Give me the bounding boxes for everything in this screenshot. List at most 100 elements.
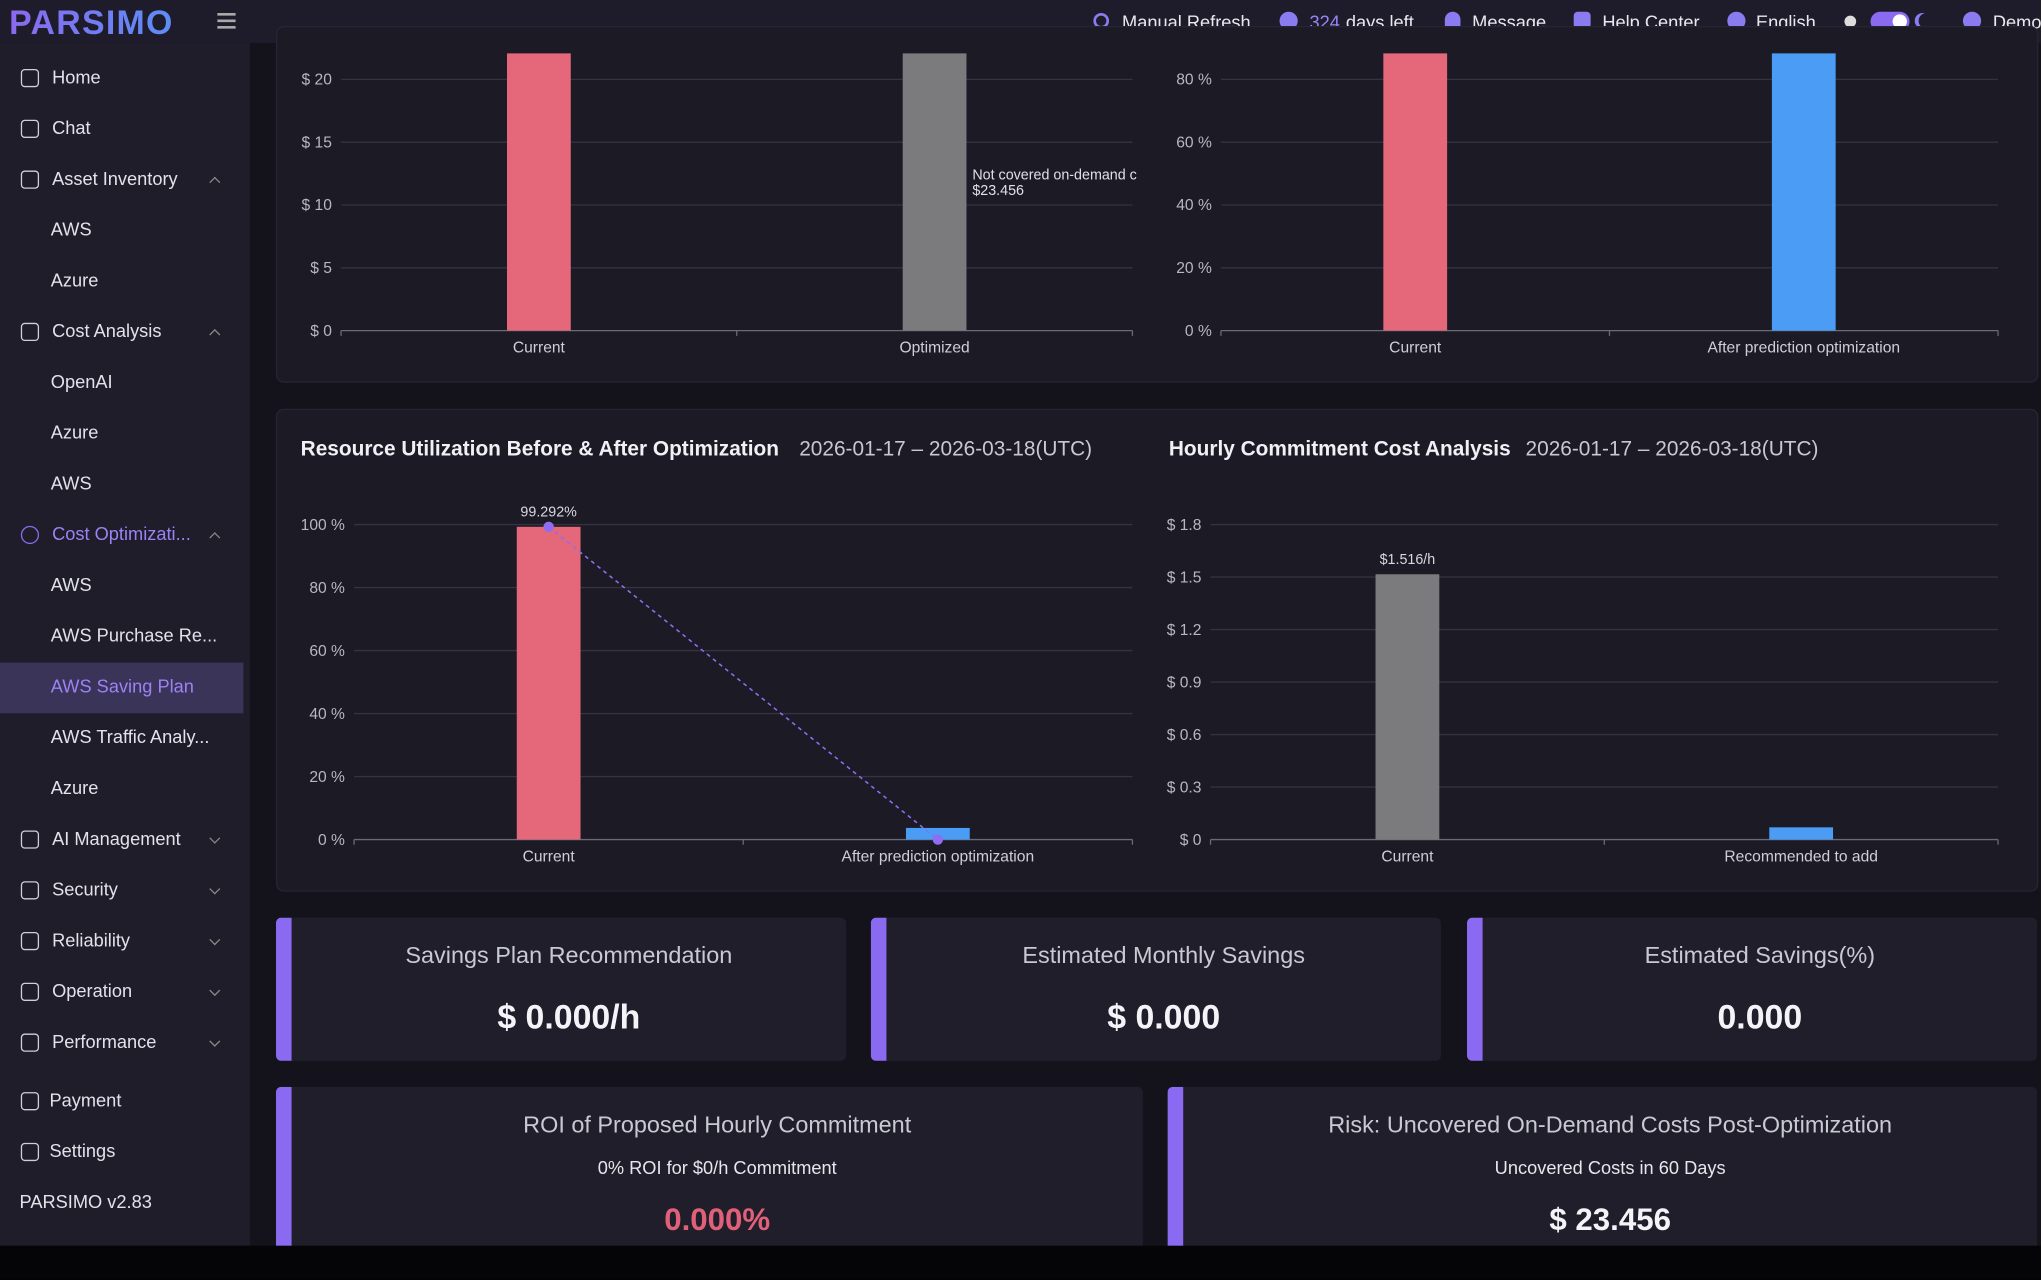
y-tick-label: $ 10: [302, 197, 333, 214]
y-tick-label: 20 %: [309, 769, 345, 786]
y-tick-label: $ 1.8: [1167, 517, 1202, 534]
menu-item[interactable]: Settings: [49, 1140, 116, 1162]
card-accent: [870, 917, 887, 1061]
bar: [516, 526, 581, 840]
chart-subtitle: 2026-01-17 – 2026-03-18(UTC): [1525, 438, 1819, 461]
x-tick-label: Current: [513, 340, 566, 357]
y-tick-label: 20 %: [1176, 260, 1212, 277]
menu-icon: [20, 830, 40, 849]
annotation: Not covered on-demand c: [972, 168, 1137, 184]
menu-icon: [20, 1142, 40, 1162]
card-accent: [275, 917, 292, 1061]
menu-toggle[interactable]: [217, 13, 236, 29]
bar: [1771, 53, 1836, 331]
sidebar: Home Chat Asset Inventory AWS Azure Cost Anal…: [0, 42, 250, 1246]
bar: [905, 827, 970, 840]
bar: [902, 53, 967, 331]
x-tick-label: After prediction optimization: [1707, 340, 1900, 357]
card-value: 0.000: [1717, 997, 1803, 1037]
x-tick-label: Optimized: [899, 340, 969, 357]
menu-item[interactable]: Reliability: [52, 929, 131, 951]
card-value: $ 0.000/h: [497, 997, 641, 1037]
menu-item[interactable]: OpenAI: [50, 370, 113, 392]
menu-item[interactable]: Azure: [50, 777, 99, 798]
trend-point: [932, 834, 944, 845]
data-label: 99.292%: [520, 504, 577, 520]
card-value: $ 0.000: [1107, 997, 1221, 1037]
card-title: Savings Plan Recommendation: [405, 942, 733, 969]
menu-item[interactable]: AWS Purchase Re...: [50, 624, 218, 646]
menu-item[interactable]: Cost Optimizati...: [52, 523, 191, 545]
stat-card: Risk: Uncovered On-Demand Costs Post-Opt…: [1167, 1086, 2038, 1270]
chevron: [209, 832, 221, 844]
chart: $ 0 $ 5 $ 10 $ 15 $ 20 Current Optimized Not co…: [302, 53, 1137, 357]
menu-item[interactable]: Home: [52, 66, 101, 88]
menu-item[interactable]: Azure: [50, 421, 99, 443]
y-tick-label: $ 0: [310, 323, 332, 340]
menu-icon: [20, 322, 40, 342]
card-title: Estimated Savings(%): [1644, 942, 1876, 969]
menu-icon: [20, 1033, 40, 1052]
menu-icon: [20, 1092, 40, 1111]
footer-strip: [0, 1245, 2041, 1280]
chevron: [209, 985, 221, 997]
y-tick-label: 0 %: [318, 832, 345, 849]
menu-item[interactable]: Cost Analysis: [52, 320, 162, 342]
version: PARSIMO v2.83: [19, 1191, 152, 1212]
menu-item[interactable]: AWS: [50, 218, 92, 240]
y-tick-label: $ 1.2: [1167, 622, 1202, 639]
card-value: 0.000%: [664, 1202, 771, 1238]
menu-icon: [20, 119, 40, 138]
globe-icon: [1727, 11, 1746, 30]
y-tick-label: 100 %: [301, 517, 345, 534]
card-value: $ 23.456: [1549, 1202, 1671, 1238]
menu-icon: [20, 881, 40, 900]
chart-subtitle: 2026-01-17 – 2026-03-18(UTC): [799, 438, 1093, 461]
menu-item[interactable]: Azure: [50, 269, 99, 291]
chevron: [209, 532, 221, 544]
clock-icon: [1279, 11, 1298, 30]
menu-icon: [20, 931, 40, 951]
card-title: Risk: Uncovered On-Demand Costs Post-Opt…: [1328, 1111, 1893, 1138]
menu-item[interactable]: Payment: [49, 1089, 122, 1111]
y-tick-label: 60 %: [309, 643, 345, 660]
chart-title: Resource Utilization Before & After Opti…: [300, 438, 779, 461]
y-tick-label: $ 20: [302, 72, 333, 89]
chevron: [209, 329, 221, 341]
user-icon: [1962, 11, 1982, 30]
y-tick-label: 80 %: [1176, 72, 1212, 89]
x-tick-label: Current: [1381, 849, 1434, 866]
trend-line: [548, 526, 939, 841]
menu-item[interactable]: AWS Saving Plan: [50, 675, 194, 697]
chevron: [209, 1035, 221, 1047]
menu-item[interactable]: AWS: [50, 472, 92, 494]
menu-icon: [20, 68, 40, 88]
menu-item[interactable]: AI Management: [52, 827, 181, 849]
menu-item[interactable]: AWS Traffic Analy...: [50, 726, 210, 748]
y-tick-label: 80 %: [309, 580, 345, 597]
x-tick-label: Recommended to add: [1724, 849, 1878, 866]
menu-item[interactable]: Chat: [52, 117, 91, 138]
y-tick-label: 40 %: [309, 706, 345, 723]
menu-item[interactable]: Performance: [52, 1030, 157, 1052]
y-tick-label: 60 %: [1176, 134, 1212, 151]
y-tick-label: $ 5: [310, 260, 332, 277]
card-title: ROI of Proposed Hourly Commitment: [523, 1111, 912, 1138]
chevron: [209, 176, 221, 188]
sun-icon: [1844, 15, 1857, 28]
menu-item[interactable]: AWS: [50, 574, 92, 595]
menu-icon: [20, 525, 40, 545]
chart-title: Hourly Commitment Cost Analysis: [1168, 438, 1511, 461]
menu-item[interactable]: Asset Inventory: [52, 167, 178, 189]
stat-card: Estimated Monthly Savings $ 0.000: [870, 917, 1441, 1061]
y-tick-label: 40 %: [1176, 197, 1212, 214]
menu-item[interactable]: Operation: [52, 980, 133, 1001]
y-tick-label: 0 %: [1185, 323, 1212, 340]
chevron: [209, 934, 221, 946]
help-icon: [1573, 11, 1591, 29]
menu-item[interactable]: Security: [52, 878, 118, 900]
trend-point: [543, 521, 554, 533]
stat-card: Savings Plan Recommendation $ 0.000/h: [275, 917, 847, 1061]
bar: [1383, 53, 1448, 331]
